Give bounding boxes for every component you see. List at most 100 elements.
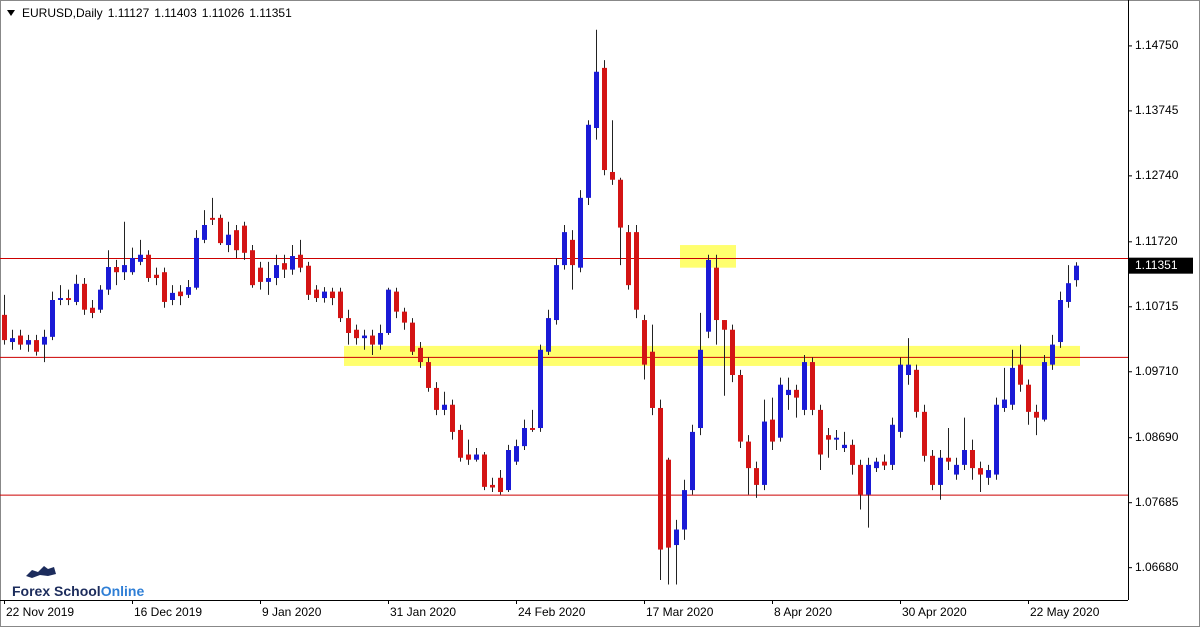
chart-header: EURUSD,Daily 1.11127 1.11403 1.11026 1.11351 [22,6,297,20]
candle-body [754,468,759,485]
candle-body [106,267,111,290]
x-tick-label: 31 Jan 2020 [390,605,456,619]
y-tick-label: 1.14750 [1135,38,1179,52]
candle-body [730,329,735,375]
candle-body [762,421,767,485]
candle-body [642,320,647,365]
price-tag-label: 1.11351 [1135,258,1178,272]
header-low: 1.11026 [201,6,245,20]
candle-body [130,257,135,273]
candle-body [1034,411,1039,418]
candle-body [410,322,415,352]
candle-body [954,464,959,475]
y-tick-label: 1.09710 [1135,364,1179,378]
candle-body [2,314,7,341]
candle-body [570,239,575,266]
y-tick-label: 1.11720 [1135,234,1178,248]
candle-body [490,484,495,488]
candle-body [666,459,671,548]
candle-body [610,171,615,180]
candle-body [578,197,583,268]
candle-body [842,444,847,449]
candle-body [722,320,727,330]
y-tick-label: 1.06680 [1135,560,1179,574]
candle-body [634,232,639,310]
candle-body [1050,344,1055,365]
candle-body [178,291,183,297]
candle-body [1066,283,1071,302]
candle-body [746,441,751,469]
candle-body [482,454,487,487]
candle-body [162,272,167,302]
candle-body [354,329,359,339]
y-tick-label: 1.12740 [1135,168,1179,182]
symbol: EURUSD,Daily [22,6,103,20]
candle-body [442,404,447,410]
candle-body [346,318,351,333]
candle-body [322,291,327,299]
candle-body [674,529,679,546]
candle-body [1010,367,1015,405]
candle-body [618,179,623,228]
candle-body [458,429,463,458]
logo-brand: Forex School [12,583,101,599]
candle-body [58,298,63,300]
candle-body [42,336,47,345]
candle-body [202,225,207,240]
candle-body [962,450,967,465]
x-tick-label: 9 Jan 2020 [262,605,322,619]
candle-body [978,468,983,475]
candle-body [82,283,87,310]
candle-body [994,404,999,475]
menu-arrow[interactable] [7,10,15,16]
candle-body [98,289,103,310]
candle-body [738,375,743,442]
candle-body [394,291,399,312]
candle-body [546,318,551,352]
candle-body [290,256,295,270]
candle-body [850,444,855,465]
candle-body [586,124,591,198]
candle-body [338,291,343,319]
candle-body [258,267,263,282]
candle-body [538,349,543,429]
y-tick-label: 1.08690 [1135,430,1179,444]
candle-body [530,428,535,430]
candle-body [522,428,527,447]
candle-body [690,431,695,491]
candle-body [18,335,23,345]
candle-body [66,298,71,300]
candle-body [1026,384,1031,412]
candle-body [90,307,95,313]
candle-body [10,338,15,343]
candle-body [858,464,863,495]
candle-body [306,265,311,295]
candle-body [194,237,199,288]
candle-body [34,340,39,352]
x-tick-label: 22 May 2020 [1030,605,1100,619]
candle-body [218,217,223,244]
candle-body [650,351,655,408]
candle-body [1042,362,1047,420]
candle-body [210,217,215,220]
logo-suffix: Online [100,583,145,599]
candle-body [50,300,55,337]
candle-body [818,409,823,455]
candle-body [834,437,839,440]
x-tick-label: 24 Feb 2020 [518,605,586,619]
candle-body [938,457,943,485]
candle-body [794,389,799,398]
candle-body [170,292,175,300]
candle-body [866,464,871,495]
candle-body [122,265,127,273]
candle-body [698,349,703,429]
candle-body [1074,265,1079,281]
x-tick-label: 22 Nov 2019 [6,605,74,619]
candle-body [314,289,319,299]
candle-body [594,71,599,129]
candle-body [242,225,247,253]
candle-body [626,232,631,286]
candle-body [466,454,471,460]
candle-body [370,335,375,345]
